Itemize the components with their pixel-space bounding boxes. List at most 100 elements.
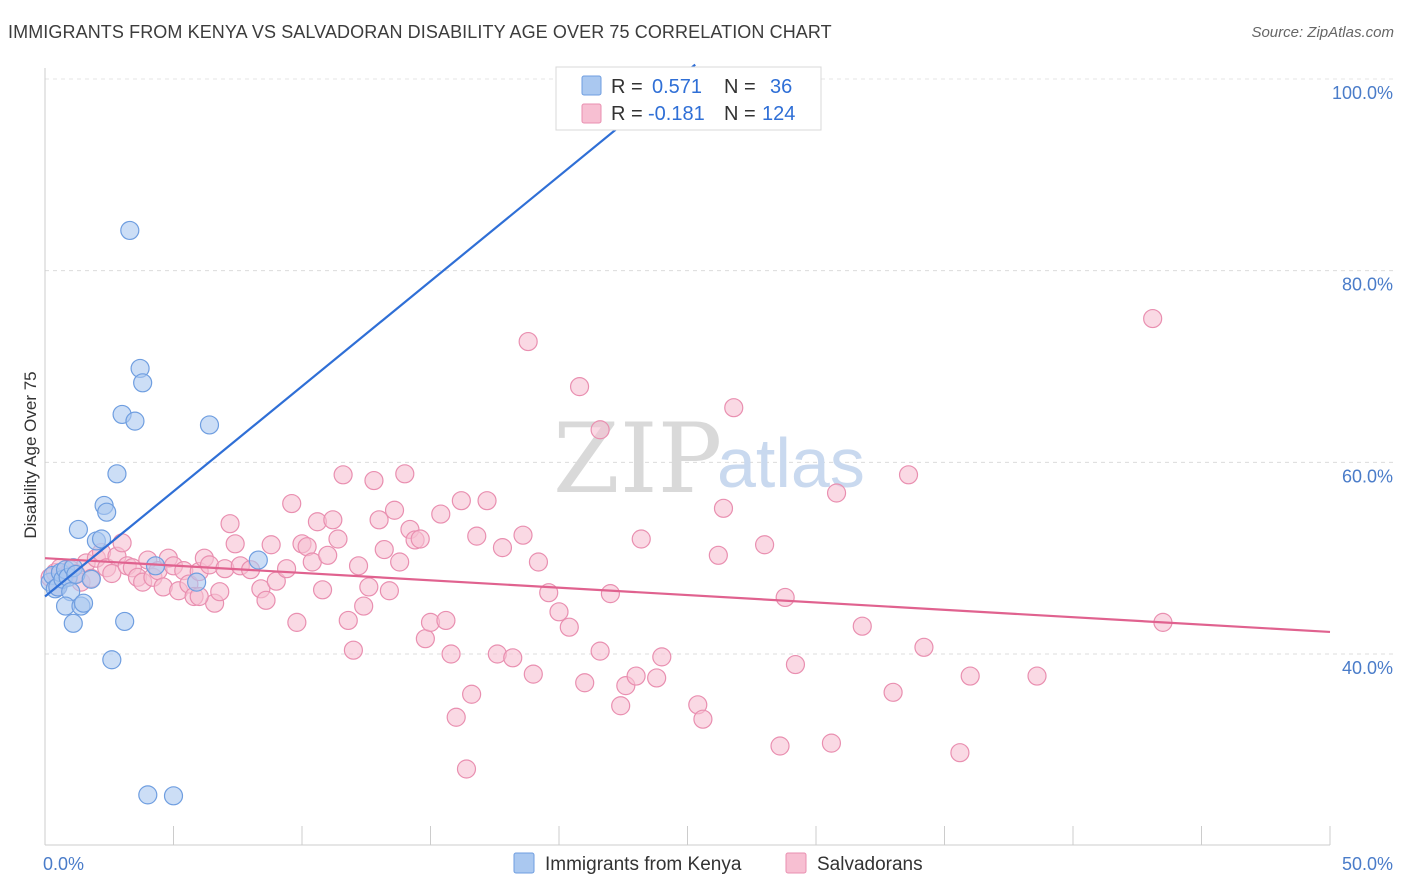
salvadoran-point <box>492 538 513 558</box>
watermark: ZIP atlas <box>553 403 865 515</box>
salvadoran-point <box>1027 666 1047 686</box>
salvadoran-point <box>102 563 122 584</box>
series-legend-label-salvadorans: Salvadorans <box>817 854 923 875</box>
series-legend-swatch-kenya <box>513 852 535 874</box>
salvadoran-point <box>575 673 595 693</box>
legend-r-label-salvadorans: R = <box>611 103 643 125</box>
salvadoran-point <box>441 644 461 664</box>
salvadoran-point <box>631 529 651 549</box>
y-tick-label: 40.0% <box>1342 658 1393 678</box>
salvadoran-point <box>323 510 343 530</box>
kenya-point <box>102 650 122 670</box>
salvadoran-point <box>559 617 579 637</box>
trend-lines <box>44 63 1331 634</box>
salvadoran-point <box>528 552 549 572</box>
salvadoran-point <box>647 668 667 688</box>
salvadoran-point <box>446 707 466 727</box>
kenya-point <box>115 611 135 632</box>
salvadoran-point <box>112 533 132 553</box>
kenya-point <box>68 519 89 540</box>
series-legend-label-kenya: Immigrants from Kenya <box>545 854 742 875</box>
legend-r-value-salvadorans: -0.181 <box>648 103 705 125</box>
salvadoran-point <box>261 535 281 555</box>
salvadoran-point <box>914 637 934 657</box>
salvadoran-point <box>754 535 775 555</box>
salvadoran-point <box>724 398 744 418</box>
salvadoran-point <box>1143 308 1163 329</box>
salvadoran-point <box>590 641 610 661</box>
legend-swatch-salvadorans <box>581 103 602 124</box>
salvadoran-point <box>775 587 795 608</box>
salvadoran-point <box>276 559 297 579</box>
salvadoran-point <box>210 582 230 602</box>
chart-title: IMMIGRANTS FROM KENYA VS SALVADORAN DISA… <box>8 22 832 42</box>
salvadoran-point <box>456 759 477 779</box>
kenya-point <box>187 572 207 592</box>
kenya-point <box>107 464 127 484</box>
salvadoran-point <box>379 581 399 601</box>
salvadoran-point <box>518 331 538 352</box>
correlation-legend: R = 0.571 N = 36 R = -0.181 N = 124 <box>555 66 822 131</box>
salvadoran-point <box>826 483 847 503</box>
legend-n-label-salvadorans: N = <box>724 103 756 125</box>
kenya-point <box>97 502 117 522</box>
x-tick-label: 0.0% <box>43 854 84 874</box>
legend-n-value-kenya: 36 <box>770 76 792 98</box>
salvadoran-point <box>338 610 358 631</box>
y-axis-label: Disability Age Over 75 <box>21 371 40 538</box>
source-label: Source: ZipAtlas.com <box>1251 24 1394 41</box>
kenya-point <box>163 786 184 806</box>
series-legend-swatch-salvadorans <box>785 852 807 874</box>
salvadoran-point <box>626 666 646 686</box>
salvadoran-point <box>359 577 379 597</box>
legend-n-label-kenya: N = <box>724 76 756 98</box>
salvadoran-point <box>256 590 276 610</box>
axes <box>44 68 1331 846</box>
salvadoran-point <box>467 526 487 546</box>
salvadoran-point <box>821 733 842 753</box>
legend-r-value-kenya: 0.571 <box>652 76 702 98</box>
kenya-trend-line <box>44 63 696 598</box>
salvadoran-point <box>384 500 405 520</box>
salvadoran-point <box>770 736 790 756</box>
salvadoran-point <box>898 465 919 485</box>
legend-n-value-salvadorans: 124 <box>762 103 795 125</box>
kenya-point <box>63 613 83 633</box>
salvadoran-point <box>600 584 621 604</box>
y-tick-label: 60.0% <box>1342 466 1393 486</box>
salvadoran-point <box>549 602 569 622</box>
salvadoran-point <box>410 529 430 549</box>
legend-swatch-kenya <box>581 75 602 96</box>
salvadoran-point <box>431 504 451 524</box>
salvadoran-point <box>395 464 415 484</box>
legend-r-label-kenya: R = <box>611 76 643 98</box>
y-tick-label: 100.0% <box>1332 83 1393 103</box>
salvadoran-point <box>390 552 410 572</box>
salvadoran-point <box>374 539 394 560</box>
kenya-point <box>199 415 220 435</box>
salvadoran-point <box>569 377 590 397</box>
salvadoran-point <box>287 612 307 632</box>
salvadoran-point <box>713 498 734 518</box>
salvadoran-point <box>693 709 713 729</box>
salvadoran-point <box>369 510 389 530</box>
y-tick-labels: 40.0% 60.0% 80.0% 100.0% <box>1332 83 1393 678</box>
salvadoran-point <box>282 493 302 514</box>
kenya-point <box>133 373 153 393</box>
salvadoran-point <box>477 491 497 511</box>
salvadoran-point <box>523 664 543 684</box>
salvadoran-point <box>652 647 672 667</box>
kenya-point <box>125 411 145 431</box>
salvadoran-point <box>312 580 333 600</box>
salvadoran-point <box>785 654 806 675</box>
kenya-point <box>73 593 94 613</box>
kenya-point <box>91 529 112 549</box>
salvadoran-point <box>852 616 872 636</box>
salvadoran-point <box>343 640 363 660</box>
salvadoran-point <box>590 420 610 440</box>
salvadoran-point <box>318 545 338 565</box>
salvadoran-point <box>333 465 353 485</box>
salvadorans-points <box>40 308 1173 779</box>
salvadoran-point <box>611 696 631 716</box>
